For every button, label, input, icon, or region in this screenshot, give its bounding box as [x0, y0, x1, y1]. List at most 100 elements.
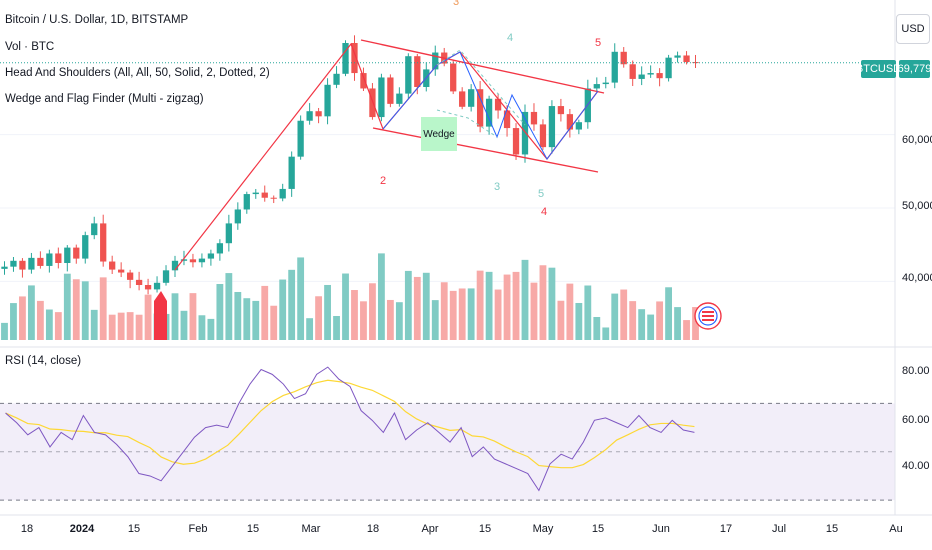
- candle-body: [144, 285, 152, 290]
- candle-body: [494, 98, 502, 111]
- candle-body: [180, 259, 188, 261]
- candle-body: [135, 279, 143, 285]
- volume-bar: [692, 307, 699, 340]
- chart-title[interactable]: Bitcoin / U.S. Dollar, 1D, BITSTAMP: [5, 14, 189, 26]
- wedge-finder-legend[interactable]: Wedge and Flag Finder (Multi - zigzag): [5, 93, 204, 105]
- volume-bar: [315, 296, 322, 340]
- time-tick: Jun: [652, 523, 670, 535]
- time-tick: 15: [478, 523, 492, 535]
- volume-bar: [216, 283, 224, 340]
- volume-bar: [575, 302, 583, 340]
- candle-body: [126, 272, 134, 280]
- time-tick: 15: [127, 523, 141, 535]
- wedge-pattern-label[interactable]: Wedge: [421, 117, 457, 151]
- candle-body: [10, 260, 17, 267]
- time-tick: May: [532, 523, 554, 535]
- candle-body: [674, 55, 681, 58]
- volume-bar: [566, 283, 574, 340]
- candle-body: [378, 77, 385, 118]
- volume-bar: [440, 282, 448, 340]
- candle-body: [414, 56, 421, 87]
- volume-bar: [198, 315, 206, 340]
- time-tick: 2024: [69, 523, 95, 535]
- candle-body: [270, 197, 277, 199]
- rsi-line: [5, 366, 695, 492]
- candle-body: [459, 91, 466, 107]
- candle-body: [647, 73, 654, 75]
- rsi-tick: 80.00: [902, 365, 930, 377]
- wave-label: 4: [506, 32, 514, 44]
- price-tick: 50,000: [902, 200, 932, 212]
- volume-bar: [333, 316, 340, 340]
- volume-bar: [512, 271, 520, 340]
- time-tick: Feb: [188, 523, 208, 535]
- wave-label: 3: [493, 181, 501, 193]
- candle-body: [37, 257, 44, 266]
- candle-body: [198, 258, 206, 263]
- volume-bar: [593, 316, 601, 340]
- wave-label: 5: [594, 37, 602, 49]
- head-shoulders-legend[interactable]: Head And Shoulders (All, All, 50, Solid,…: [5, 67, 270, 79]
- rsi-legend[interactable]: RSI (14, close): [5, 355, 82, 367]
- candle-body: [351, 43, 358, 74]
- candle-body: [109, 261, 116, 270]
- volume-bar: [369, 283, 376, 340]
- volume-bar: [467, 288, 475, 340]
- volume-series: [1, 253, 699, 340]
- neckline: [436, 109, 498, 138]
- candle-body: [539, 124, 547, 148]
- volume-bar: [252, 300, 260, 340]
- candle-body: [360, 73, 367, 89]
- candle-body: [468, 89, 475, 107]
- volume-bar: [342, 273, 349, 340]
- candle-body: [620, 51, 627, 65]
- time-tick: 15: [825, 523, 839, 535]
- candle-body: [485, 98, 493, 127]
- time-tick: 15: [246, 523, 260, 535]
- candle-body: [333, 73, 340, 85]
- wave-label: 4: [540, 206, 548, 218]
- candle-body: [19, 260, 26, 270]
- candle-body: [171, 260, 179, 271]
- volume-bar: [207, 318, 215, 340]
- candle-body: [405, 56, 412, 94]
- candle-body: [566, 114, 574, 130]
- volume-bar: [548, 267, 556, 340]
- candle-body: [476, 89, 484, 127]
- volume-bar: [189, 293, 197, 340]
- volume-bar: [279, 279, 287, 340]
- volume-bar: [108, 314, 116, 340]
- volume-legend[interactable]: Vol · BTC: [5, 41, 55, 53]
- volume-bar: [378, 253, 385, 340]
- volume-bar: [602, 327, 610, 340]
- volume-bar: [288, 269, 296, 340]
- volume-bar: [36, 300, 44, 340]
- candle-body: [656, 73, 663, 79]
- volume-bar: [503, 274, 511, 340]
- volume-bar: [674, 307, 681, 340]
- volume-bar: [386, 299, 394, 340]
- signal-arrow: [154, 291, 167, 340]
- candle-body: [503, 110, 511, 129]
- candle-body: [306, 111, 313, 121]
- volume-bar: [413, 276, 421, 340]
- candle-body: [396, 93, 403, 104]
- candle-body: [629, 64, 636, 79]
- candle-body: [207, 253, 215, 259]
- volume-bar: [521, 259, 529, 340]
- time-tick: Jul: [771, 523, 787, 535]
- candle-body: [512, 128, 520, 155]
- candle-body: [28, 257, 35, 270]
- candle-body: [638, 74, 645, 79]
- volume-bar: [54, 312, 62, 340]
- volume-bar: [395, 302, 403, 340]
- rsi-tick: 40.00: [902, 460, 930, 472]
- candle-body: [73, 247, 80, 259]
- volume-bar: [270, 305, 278, 340]
- candle-body: [279, 188, 286, 199]
- flag-icon[interactable]: [694, 302, 722, 330]
- volume-bar: [234, 291, 242, 340]
- volume-bar: [539, 265, 547, 340]
- currency-button[interactable]: USD: [896, 14, 930, 44]
